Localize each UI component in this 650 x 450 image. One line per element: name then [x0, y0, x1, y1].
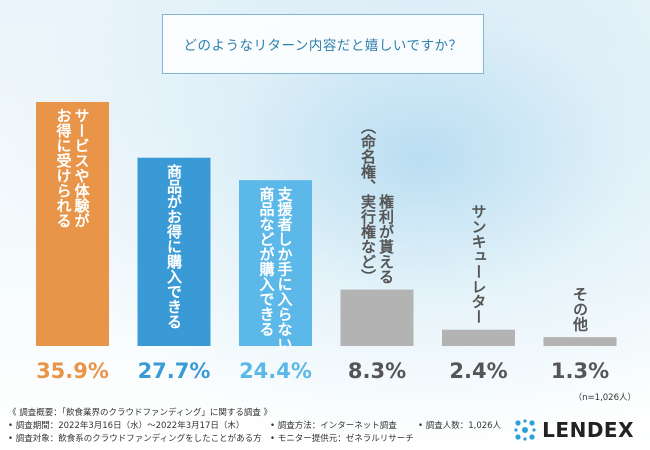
survey-period: • 調査期間：2022年3月16日（水）～2022年3月17日（木） [8, 421, 245, 431]
value-label: 35.9% [36, 359, 109, 383]
lendex-logo-icon [514, 419, 536, 441]
category-label: （命名権、実行権など） [359, 119, 377, 284]
question-box: どのようなリターン内容だと嬉しいですか？ [162, 14, 484, 74]
value-label: 24.4% [239, 359, 312, 383]
lendex-logo-text: LENDEX [542, 418, 634, 442]
question-text: どのようなリターン内容だと嬉しいですか？ [183, 38, 463, 54]
sample-size-note: （n=1,026人） [573, 393, 636, 403]
category-label: 支援者しか手に入らない [276, 185, 294, 351]
category-label: サンキューレター [470, 204, 488, 324]
category-label: サービスや体験が [73, 108, 91, 228]
bar [239, 180, 312, 346]
value-label: 1.3% [551, 359, 609, 383]
survey-target: • 調査対象：飲食系のクラウドファンディングをしたことがある方 [8, 434, 262, 444]
bar [543, 337, 617, 346]
lendex-logo: LENDEX [513, 418, 634, 442]
category-label: 権利が貰える [377, 193, 395, 284]
value-label: 8.3% [348, 359, 406, 383]
survey-count: • 調査人数：1,026人 [418, 421, 502, 431]
category-label: 商品などが購入できる [258, 185, 276, 336]
category-label: お得に受けられる [55, 108, 73, 228]
bar [340, 289, 414, 346]
survey-method: • 調査方法：インターネット調査 [270, 421, 397, 431]
survey-provider: • モニター提供元：ゼネラルリサーチ [270, 434, 414, 444]
bar [137, 157, 211, 346]
category-label: その他 [571, 286, 589, 332]
bar [442, 329, 515, 346]
survey-title: 《 調査概要：「飲食業界のクラウドファンディング」に関する調査 》 [8, 408, 273, 418]
value-label: 27.7% [138, 359, 211, 383]
category-label: 商品がお得に購入できる [165, 163, 183, 329]
bar [36, 102, 109, 346]
value-label: 2.4% [449, 359, 507, 383]
